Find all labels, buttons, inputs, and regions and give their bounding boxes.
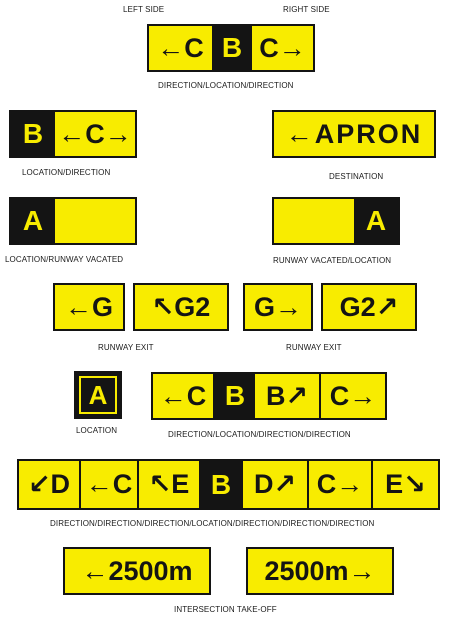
sign-intersection-takeoff-left: ←2500m [63,547,211,595]
caption-sign8: LOCATION [76,426,118,435]
sign-runway-exit-left: ←G ↖G2 [53,283,229,331]
location-segment: A [354,199,398,243]
runway-vacated-marking [274,199,354,243]
direction-segment-5: C→ [309,461,373,508]
takeoff-left-segment: ←2500m [65,549,209,593]
sign-direction-location-direction-direction: ←C B B↗ C→ [151,372,387,420]
sign-intersection-takeoff-right: 2500m→ [246,547,394,595]
location-segment: B [215,374,255,418]
location-segment: B [199,461,243,508]
sign-destination-apron: ←APRON [272,110,436,158]
direction-segment-3: C→ [321,374,385,418]
caption-sign5: RUNWAY VACATED/LOCATION [273,256,392,265]
location-segment: B [11,112,55,156]
caption-sign2: LOCATION/DIRECTION [22,168,111,177]
direction-segment-4: D↗ [243,461,309,508]
caption-sign10: DIRECTION/DIRECTION/DIRECTION/LOCATION/D… [50,519,375,528]
direction-segment: ←C→ [55,112,135,156]
direction-segment-6: E↘ [373,461,438,508]
sign-location-direction: B ←C→ [9,110,137,158]
left-side-label: LEFT SIDE [123,5,165,14]
right-side-label: RIGHT SIDE [283,5,330,14]
location-frame: A [79,376,117,414]
takeoff-right-segment: 2500m→ [248,549,392,593]
runway-exit-diagonal-segment: ↖G2 [133,283,229,331]
location-segment: B [212,26,252,70]
location-letter: A [88,379,108,410]
direction-segment-3: ↖E [139,461,199,508]
caption-sign9: DIRECTION/LOCATION/DIRECTION/DIRECTION [168,430,351,439]
caption-sign6: RUNWAY EXIT [98,343,154,352]
caption-sign3: DESTINATION [329,172,384,181]
direction-segment-1: ←C [153,374,215,418]
sign-seven-segment-array: ↙D ←C ↖E B D↗ C→ E↘ [17,459,440,510]
caption-sign4: LOCATION/RUNWAY VACATED [5,255,124,264]
sign-location-only: A [74,371,122,419]
sign-runway-exit-right: G→ G2↗ [243,283,417,331]
direction-left-segment: ←C [149,26,212,70]
runway-vacated-marking [55,199,135,243]
runway-exit-left-segment: ←G [53,283,125,331]
direction-right-segment: C→ [252,26,313,70]
direction-segment-1: ↙D [19,461,81,508]
direction-segment-2: B↗ [255,374,321,418]
caption-sign1: DIRECTION/LOCATION/DIRECTION [158,81,294,90]
caption-sign7: RUNWAY EXIT [286,343,342,352]
sign-direction-location-direction: ←C B C→ [147,24,315,72]
location-segment: A [11,199,55,243]
sign-location-runway-vacated: A [9,197,137,245]
sign-runway-vacated-location: A [272,197,400,245]
runway-exit-right-segment: G→ [243,283,313,331]
direction-segment-2: ←C [81,461,139,508]
runway-exit-diagonal-segment: G2↗ [321,283,417,331]
destination-segment: ←APRON [274,112,434,156]
caption-sign11: INTERSECTION TAKE-OFF [174,605,277,614]
